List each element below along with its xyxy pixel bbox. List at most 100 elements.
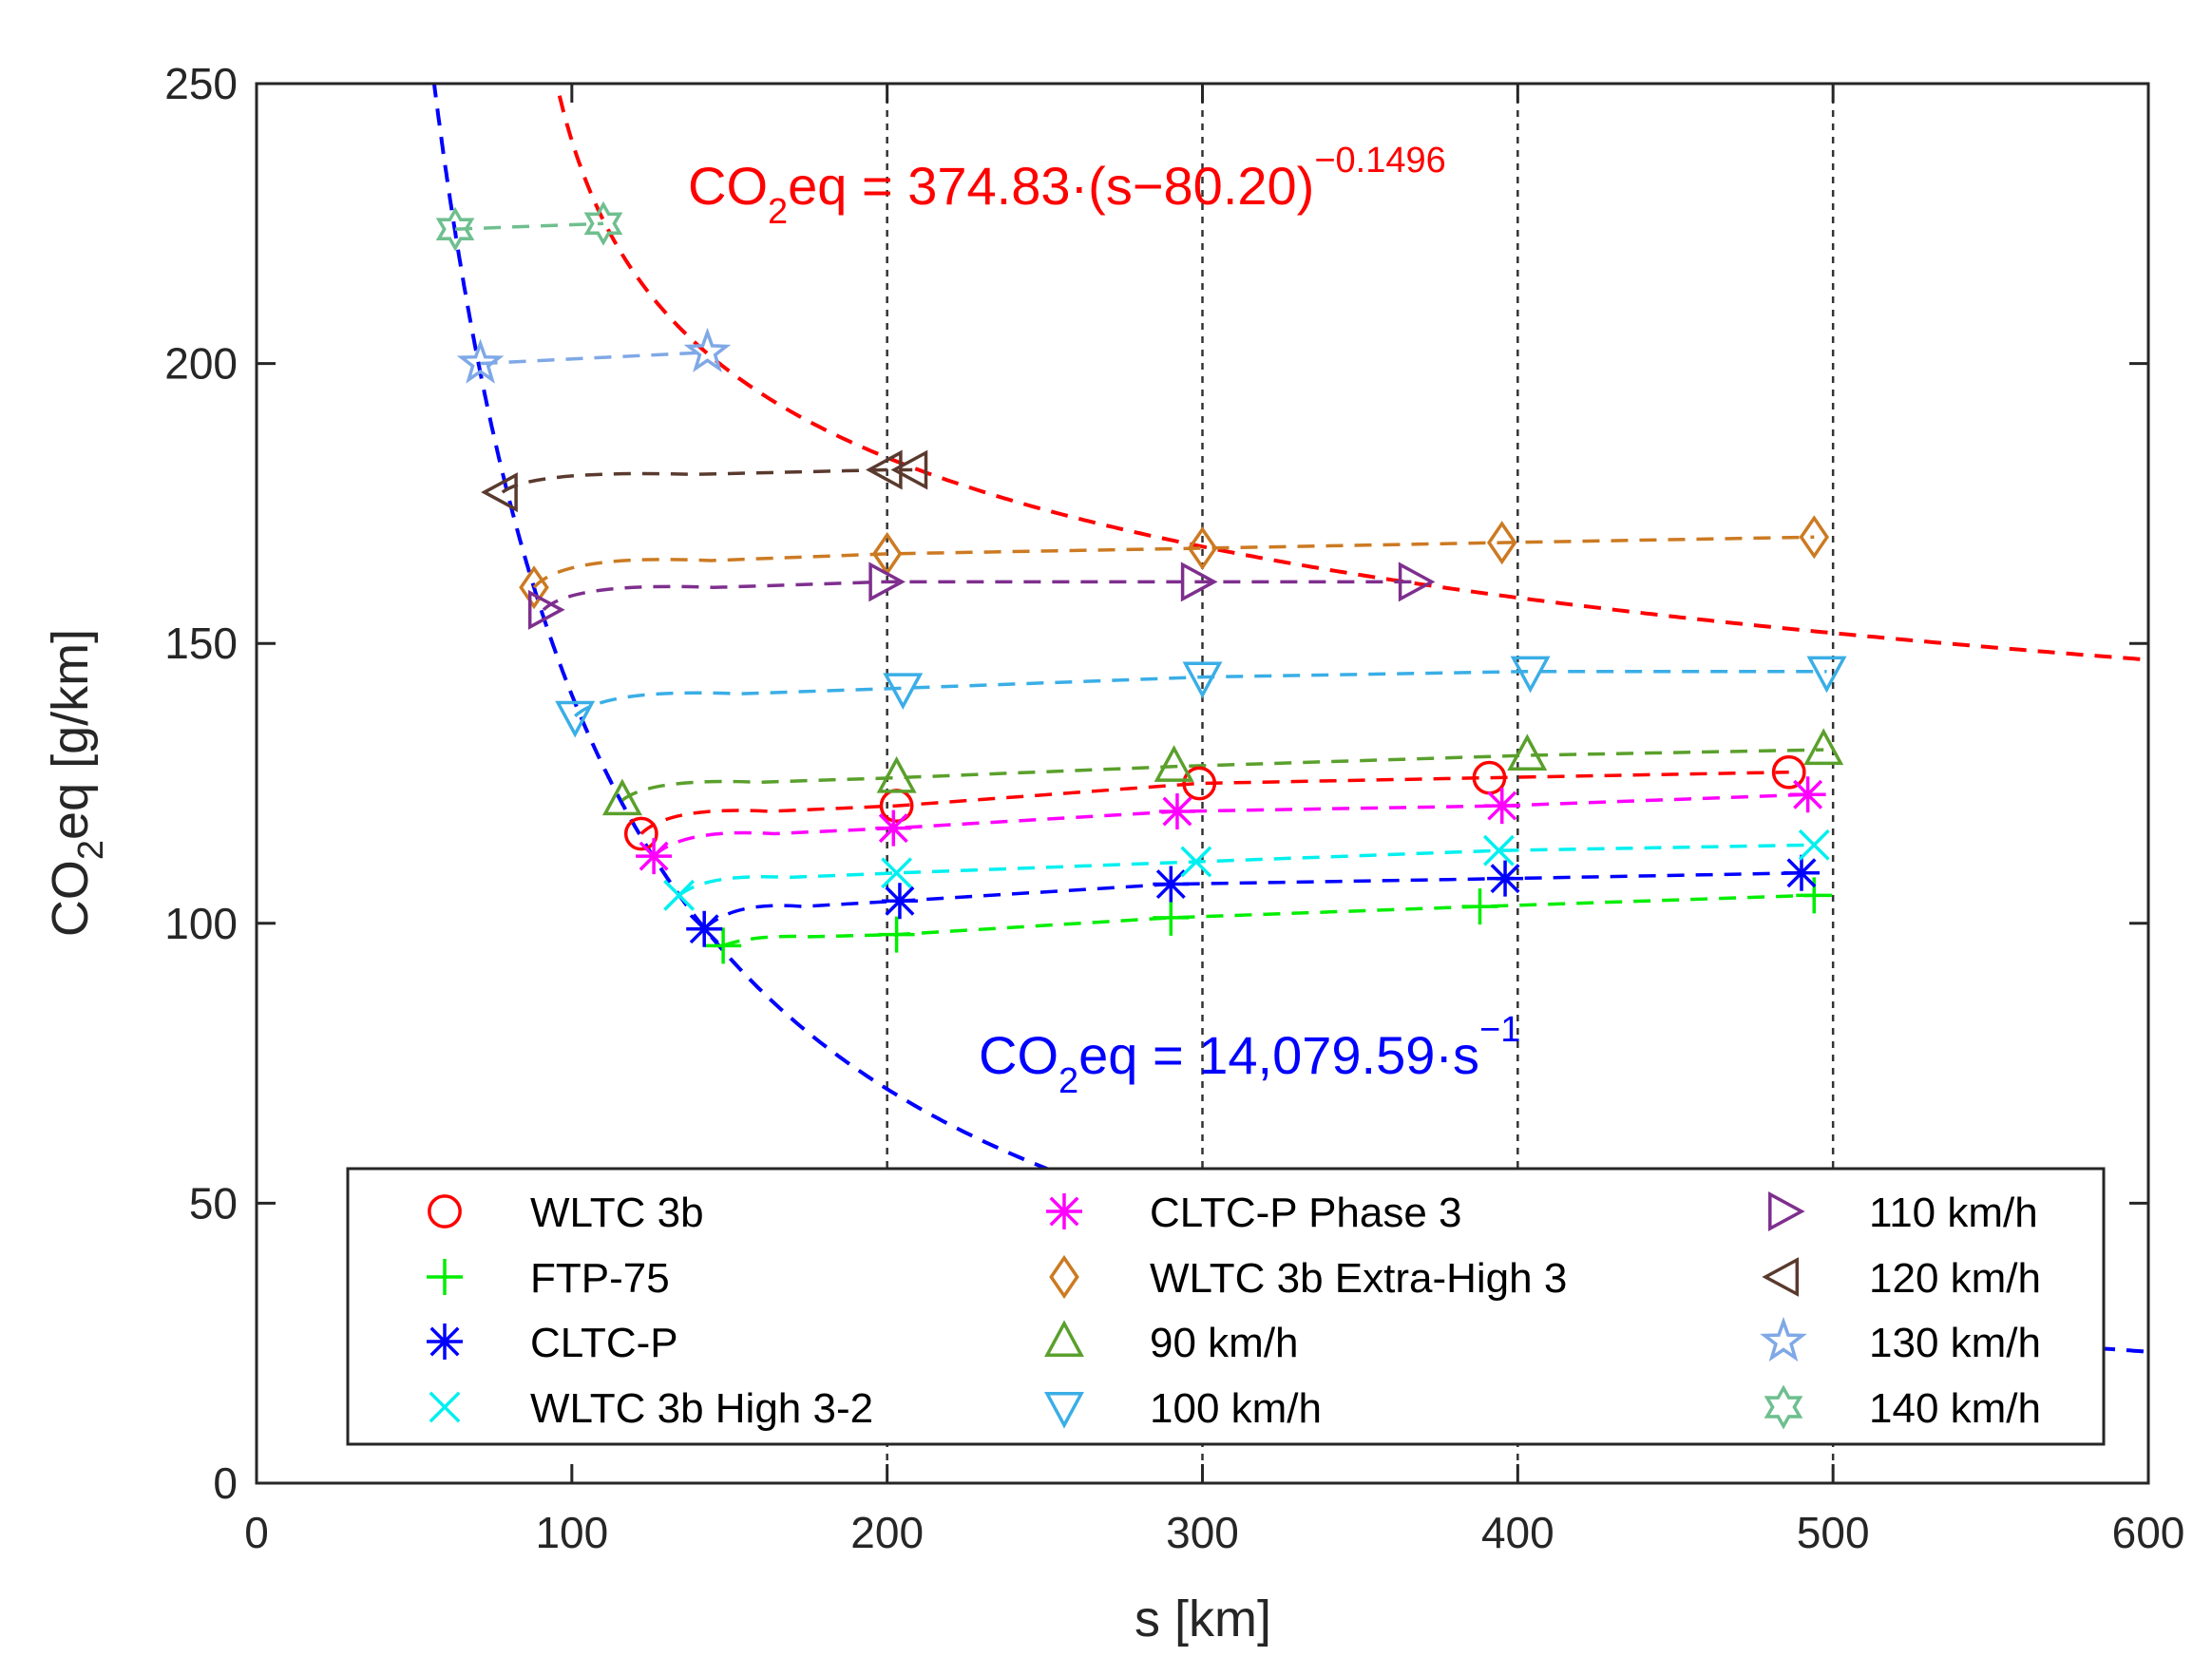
- legend-label-10: 120 km/h: [1869, 1255, 2041, 1302]
- series-2-point-3: [1153, 899, 1190, 936]
- y-tick-label-250: 250: [164, 59, 238, 108]
- y-tick-label-0: 0: [213, 1458, 238, 1508]
- series-7-point-2: [876, 755, 917, 793]
- axis-tick-labels: 0 100 200 300 400 500 600 0 50 100 150 200 250: [164, 59, 2184, 1557]
- series-11-point-2: [683, 327, 732, 372]
- legend: WLTC 3b FTP-75 CLTC-P WLTC 3b High 3-2 CLTC-…: [346, 1167, 2106, 1446]
- series-10-point-3: [890, 449, 928, 490]
- legend-marker-3: [427, 1324, 463, 1360]
- series-1-point-5: [1771, 754, 1806, 790]
- legend-label-9: 110 km/h: [1869, 1190, 2038, 1236]
- series-line-4: [677, 843, 1815, 897]
- series-line-7: [620, 748, 1824, 802]
- series-2-point-2: [878, 916, 915, 953]
- series-3-point-1: [686, 910, 723, 947]
- series-8-point-1: [555, 700, 596, 738]
- series-9-point-1: [527, 589, 565, 630]
- series-8-point-2: [883, 673, 924, 710]
- series-9-point-2: [868, 562, 906, 602]
- series-10-point-2: [866, 449, 903, 490]
- legend-label-6: WLTC 3b Extra-High 3: [1150, 1255, 1567, 1302]
- series-10-point-1: [481, 472, 518, 513]
- legend-marker-8: [1044, 1392, 1084, 1429]
- fit-equation-red: CO2eq = 374.83·(s−80.20)−0.1496: [688, 141, 1446, 232]
- x-tick-label-500: 500: [1797, 1508, 1870, 1557]
- series-7-point-1: [601, 778, 642, 816]
- fit-curves: [431, 84, 2145, 1354]
- legend-marker-5: [1046, 1193, 1082, 1229]
- series-7-point-3: [1154, 745, 1194, 782]
- series-5-point-3: [1158, 792, 1195, 829]
- x-tick-label-400: 400: [1481, 1508, 1554, 1557]
- series-6-point-1: [519, 565, 549, 610]
- series-12-point-2: [583, 200, 623, 246]
- y-tick-label-100: 100: [164, 899, 238, 948]
- series-5-point-5: [1789, 776, 1826, 813]
- series-line-6: [532, 535, 1815, 589]
- y-tick-label-50: 50: [189, 1178, 238, 1228]
- fit-equation-blue: CO2eq = 14,079.59·s−1: [979, 1010, 1520, 1101]
- series-4-point-3: [1180, 846, 1212, 878]
- legend-marker-9: [1768, 1191, 1805, 1231]
- legend-marker-11: [1760, 1316, 1807, 1362]
- x-tick-label-300: 300: [1166, 1508, 1239, 1557]
- x-axis-label: s [km]: [1135, 1590, 1271, 1647]
- legend-marker-2: [427, 1259, 463, 1295]
- axis-ticks: [255, 82, 2150, 1485]
- legend-marker-10: [1762, 1257, 1800, 1297]
- legend-marker-4: [429, 1391, 461, 1423]
- series-line-10: [501, 467, 913, 494]
- x-tick-label-600: 600: [2112, 1508, 2185, 1557]
- series-3-point-2: [881, 883, 918, 920]
- legend-marker-6: [1049, 1254, 1079, 1300]
- series-3-point-3: [1153, 866, 1190, 903]
- series-9-point-4: [1398, 562, 1436, 602]
- series-6-point-3: [1187, 526, 1218, 571]
- series-5-point-2: [875, 809, 912, 847]
- series-8-point-5: [1806, 656, 1847, 694]
- series-1-point-1: [623, 816, 658, 851]
- legend-box: [346, 1167, 2106, 1446]
- series-3-point-4: [1487, 860, 1524, 897]
- series-6-point-5: [1799, 515, 1830, 560]
- series-7-point-5: [1803, 728, 1844, 766]
- series-6-point-4: [1486, 521, 1517, 565]
- legend-label-12: 140 km/h: [1869, 1385, 2041, 1432]
- legend-label-2: FTP-75: [530, 1255, 670, 1302]
- series-4-point-2: [881, 857, 913, 889]
- series-line-2: [722, 893, 1815, 948]
- series-11-point-1: [456, 338, 505, 384]
- series-2-point-4: [1461, 888, 1498, 925]
- series-4-point-4: [1482, 834, 1515, 867]
- y-tick-label-150: 150: [164, 619, 238, 668]
- y-tick-label-200: 200: [164, 339, 238, 389]
- legend-marker-7: [1044, 1320, 1084, 1358]
- legend-marker-1: [428, 1194, 462, 1228]
- x-tick-label-200: 200: [850, 1508, 924, 1557]
- series-1-point-3: [1182, 766, 1217, 801]
- x-tick-label-100: 100: [535, 1508, 608, 1557]
- fit-curve-2: [431, 84, 2145, 1354]
- legend-label-8: 100 km/h: [1150, 1385, 1322, 1432]
- fit-curve-1: [554, 84, 2145, 661]
- series-line-11: [480, 351, 708, 366]
- x-tick-label-0: 0: [244, 1508, 269, 1557]
- legend-label-4: WLTC 3b High 3-2: [530, 1385, 873, 1432]
- series-2-point-1: [705, 927, 742, 964]
- series-4-point-1: [663, 879, 696, 911]
- legend-label-3: CLTC-P: [530, 1320, 678, 1366]
- series-markers: [435, 200, 1847, 964]
- series-12-point-1: [435, 206, 475, 252]
- series-line-12: [455, 221, 604, 231]
- legend-label-1: WLTC 3b: [530, 1190, 704, 1236]
- series-5-point-4: [1483, 788, 1520, 825]
- legend-marker-12: [1764, 1384, 1803, 1430]
- series-4-point-5: [1798, 828, 1830, 861]
- series-line-9: [542, 580, 1414, 612]
- legend-label-5: CLTC-P Phase 3: [1150, 1190, 1462, 1236]
- legend-label-11: 130 km/h: [1869, 1320, 2041, 1366]
- y-axis-label: CO2eq [g/km]: [42, 629, 111, 937]
- series-8-point-4: [1510, 656, 1551, 694]
- series-8-point-3: [1182, 661, 1223, 699]
